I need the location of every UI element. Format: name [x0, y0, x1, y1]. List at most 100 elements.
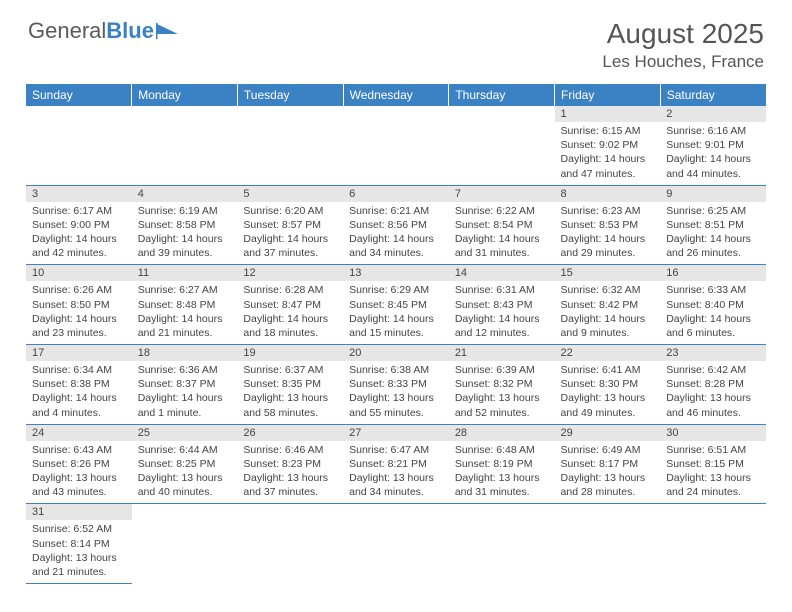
- sunset-text: Sunset: 8:32 PM: [455, 377, 549, 391]
- daylight-text: Daylight: 14 hours and 26 minutes.: [666, 232, 760, 260]
- sunrise-text: Sunrise: 6:33 AM: [666, 283, 760, 297]
- daylight-text: Daylight: 14 hours and 9 minutes.: [561, 312, 655, 340]
- daylight-text: Daylight: 13 hours and 24 minutes.: [666, 471, 760, 499]
- sunrise-text: Sunrise: 6:32 AM: [561, 283, 655, 297]
- day-content-cell: [660, 520, 766, 583]
- daylight-text: Daylight: 14 hours and 23 minutes.: [32, 312, 126, 340]
- day-content-cell: [343, 122, 449, 185]
- sunset-text: Sunset: 8:25 PM: [138, 457, 232, 471]
- day-number-cell: 31: [26, 504, 132, 521]
- sunrise-text: Sunrise: 6:26 AM: [32, 283, 126, 297]
- day-content-cell: Sunrise: 6:37 AMSunset: 8:35 PMDaylight:…: [237, 361, 343, 424]
- sunset-text: Sunset: 9:01 PM: [666, 138, 760, 152]
- day-content-cell: Sunrise: 6:51 AMSunset: 8:15 PMDaylight:…: [660, 441, 766, 504]
- sunrise-text: Sunrise: 6:27 AM: [138, 283, 232, 297]
- day-content-cell: Sunrise: 6:41 AMSunset: 8:30 PMDaylight:…: [555, 361, 661, 424]
- day-content-cell: Sunrise: 6:39 AMSunset: 8:32 PMDaylight:…: [449, 361, 555, 424]
- daylight-text: Daylight: 13 hours and 49 minutes.: [561, 391, 655, 419]
- daylight-text: Daylight: 14 hours and 4 minutes.: [32, 391, 126, 419]
- sunset-text: Sunset: 8:51 PM: [666, 218, 760, 232]
- day-content-cell: Sunrise: 6:21 AMSunset: 8:56 PMDaylight:…: [343, 202, 449, 265]
- day-number-cell: 12: [237, 265, 343, 282]
- sunset-text: Sunset: 8:30 PM: [561, 377, 655, 391]
- daylight-text: Daylight: 13 hours and 40 minutes.: [138, 471, 232, 499]
- day-content-cell: Sunrise: 6:22 AMSunset: 8:54 PMDaylight:…: [449, 202, 555, 265]
- sunrise-text: Sunrise: 6:39 AM: [455, 363, 549, 377]
- day-number-row: 3456789: [26, 185, 766, 202]
- logo: GeneralBlue: [28, 18, 182, 44]
- sunrise-text: Sunrise: 6:36 AM: [138, 363, 232, 377]
- sunrise-text: Sunrise: 6:41 AM: [561, 363, 655, 377]
- day-content-cell: Sunrise: 6:32 AMSunset: 8:42 PMDaylight:…: [555, 281, 661, 344]
- daylight-text: Daylight: 14 hours and 6 minutes.: [666, 312, 760, 340]
- sunset-text: Sunset: 8:15 PM: [666, 457, 760, 471]
- day-number-cell: [449, 504, 555, 521]
- day-content-row: Sunrise: 6:17 AMSunset: 9:00 PMDaylight:…: [26, 202, 766, 265]
- sunset-text: Sunset: 8:21 PM: [349, 457, 443, 471]
- day-number-cell: [132, 504, 238, 521]
- day-content-cell: Sunrise: 6:52 AMSunset: 8:14 PMDaylight:…: [26, 520, 132, 583]
- daylight-text: Daylight: 13 hours and 43 minutes.: [32, 471, 126, 499]
- day-number-cell: 22: [555, 345, 661, 362]
- day-number-cell: [343, 106, 449, 122]
- day-number-cell: 21: [449, 345, 555, 362]
- day-content-cell: Sunrise: 6:16 AMSunset: 9:01 PMDaylight:…: [660, 122, 766, 185]
- sunset-text: Sunset: 8:53 PM: [561, 218, 655, 232]
- day-number-cell: 26: [237, 424, 343, 441]
- sunrise-text: Sunrise: 6:48 AM: [455, 443, 549, 457]
- day-content-cell: Sunrise: 6:34 AMSunset: 8:38 PMDaylight:…: [26, 361, 132, 424]
- day-number-cell: 25: [132, 424, 238, 441]
- day-number-cell: [343, 504, 449, 521]
- daylight-text: Daylight: 13 hours and 31 minutes.: [455, 471, 549, 499]
- sunset-text: Sunset: 8:54 PM: [455, 218, 549, 232]
- logo-text-1: General: [28, 18, 106, 44]
- sunrise-text: Sunrise: 6:29 AM: [349, 283, 443, 297]
- sunset-text: Sunset: 8:56 PM: [349, 218, 443, 232]
- day-number-cell: 15: [555, 265, 661, 282]
- day-number-cell: 14: [449, 265, 555, 282]
- daylight-text: Daylight: 13 hours and 28 minutes.: [561, 471, 655, 499]
- day-content-cell: Sunrise: 6:28 AMSunset: 8:47 PMDaylight:…: [237, 281, 343, 344]
- sunrise-text: Sunrise: 6:34 AM: [32, 363, 126, 377]
- sunset-text: Sunset: 9:00 PM: [32, 218, 126, 232]
- daylight-text: Daylight: 13 hours and 21 minutes.: [32, 551, 126, 579]
- day-content-cell: Sunrise: 6:31 AMSunset: 8:43 PMDaylight:…: [449, 281, 555, 344]
- sunrise-text: Sunrise: 6:46 AM: [243, 443, 337, 457]
- sunrise-text: Sunrise: 6:42 AM: [666, 363, 760, 377]
- location: Les Houches, France: [602, 52, 764, 72]
- daylight-text: Daylight: 14 hours and 34 minutes.: [349, 232, 443, 260]
- day-number-row: 24252627282930: [26, 424, 766, 441]
- day-number-cell: 6: [343, 185, 449, 202]
- day-content-cell: Sunrise: 6:23 AMSunset: 8:53 PMDaylight:…: [555, 202, 661, 265]
- sunset-text: Sunset: 8:40 PM: [666, 298, 760, 312]
- sunrise-text: Sunrise: 6:47 AM: [349, 443, 443, 457]
- weekday-header: Sunday: [26, 84, 132, 106]
- day-content-cell: Sunrise: 6:42 AMSunset: 8:28 PMDaylight:…: [660, 361, 766, 424]
- day-content-row: Sunrise: 6:34 AMSunset: 8:38 PMDaylight:…: [26, 361, 766, 424]
- day-content-cell: Sunrise: 6:48 AMSunset: 8:19 PMDaylight:…: [449, 441, 555, 504]
- sunrise-text: Sunrise: 6:25 AM: [666, 204, 760, 218]
- daylight-text: Daylight: 14 hours and 21 minutes.: [138, 312, 232, 340]
- daylight-text: Daylight: 14 hours and 18 minutes.: [243, 312, 337, 340]
- day-content-cell: Sunrise: 6:36 AMSunset: 8:37 PMDaylight:…: [132, 361, 238, 424]
- header: GeneralBlue August 2025 Les Houches, Fra…: [0, 0, 792, 78]
- day-number-cell: 16: [660, 265, 766, 282]
- weekday-header: Saturday: [660, 84, 766, 106]
- daylight-text: Daylight: 13 hours and 52 minutes.: [455, 391, 549, 419]
- daylight-text: Daylight: 14 hours and 1 minute.: [138, 391, 232, 419]
- day-number-cell: 17: [26, 345, 132, 362]
- day-content-cell: Sunrise: 6:27 AMSunset: 8:48 PMDaylight:…: [132, 281, 238, 344]
- day-number-cell: 27: [343, 424, 449, 441]
- day-number-cell: [237, 504, 343, 521]
- sunset-text: Sunset: 8:19 PM: [455, 457, 549, 471]
- daylight-text: Daylight: 13 hours and 34 minutes.: [349, 471, 443, 499]
- sunset-text: Sunset: 8:47 PM: [243, 298, 337, 312]
- sunrise-text: Sunrise: 6:16 AM: [666, 124, 760, 138]
- day-number-cell: [132, 106, 238, 122]
- sunset-text: Sunset: 8:37 PM: [138, 377, 232, 391]
- sunset-text: Sunset: 8:57 PM: [243, 218, 337, 232]
- sunset-text: Sunset: 8:14 PM: [32, 537, 126, 551]
- daylight-text: Daylight: 14 hours and 29 minutes.: [561, 232, 655, 260]
- day-content-cell: Sunrise: 6:19 AMSunset: 8:58 PMDaylight:…: [132, 202, 238, 265]
- day-content-row: Sunrise: 6:15 AMSunset: 9:02 PMDaylight:…: [26, 122, 766, 185]
